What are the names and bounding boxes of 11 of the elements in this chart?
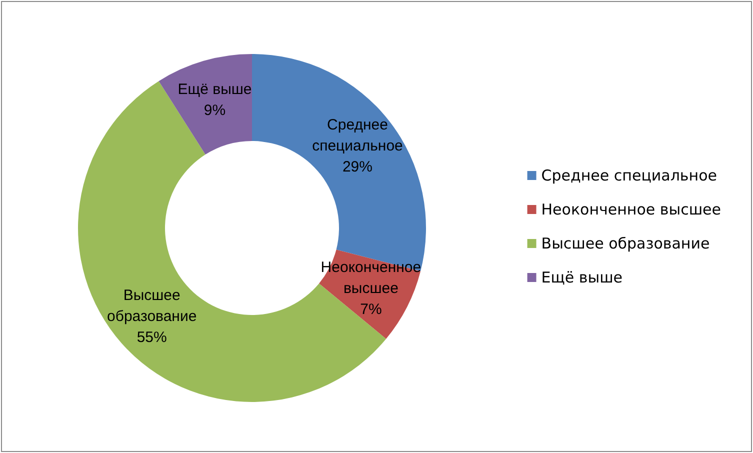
data-label: 29%	[342, 158, 372, 176]
data-label: 7%	[360, 301, 382, 318]
slice-label: Высшее образование	[107, 286, 197, 325]
legend-label: Среднее специальное	[541, 166, 717, 184]
legend-label: Высшее образование	[541, 234, 710, 252]
slice-label: Среднее специальное	[312, 116, 403, 155]
legend-label: Неоконченное высшее	[541, 200, 722, 218]
data-label: 9%	[204, 102, 226, 119]
slice-label: Ещё выше	[178, 80, 252, 98]
data-label: 55%	[136, 328, 167, 346]
legend-label: Ещё выше	[541, 268, 623, 286]
